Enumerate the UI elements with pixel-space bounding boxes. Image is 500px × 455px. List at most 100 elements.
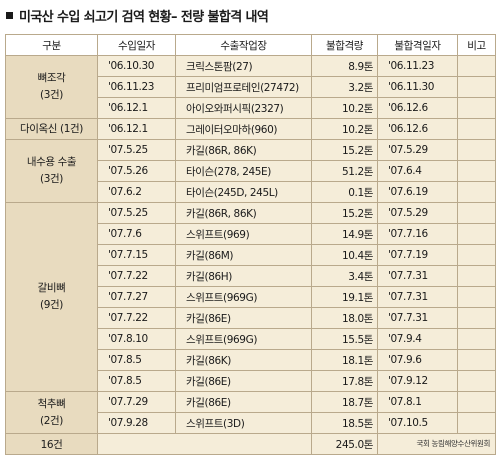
category-cell: 척추뼈 (2건) xyxy=(5,391,98,434)
total-label: 16건 xyxy=(5,433,98,455)
category-label: 갈비뼈 xyxy=(37,282,66,294)
import-date-cell: '07.7.22 xyxy=(97,265,176,287)
reject-amount-cell: 18.7톤 xyxy=(311,391,378,413)
reject-date-cell: '07.7.31 xyxy=(377,307,458,329)
reject-amount-cell: 8.9톤 xyxy=(311,55,378,77)
note-cell xyxy=(457,244,496,266)
category-label: (2건) xyxy=(40,414,63,427)
reject-amount-cell: 18.5톤 xyxy=(311,412,378,434)
reject-amount-cell: 14.9톤 xyxy=(311,223,378,245)
export-plant-cell: 카길(86H) xyxy=(175,265,312,287)
reject-date-cell: '07.9.12 xyxy=(377,370,458,392)
note-cell xyxy=(457,181,496,203)
import-date-cell: '07.5.26 xyxy=(97,160,176,182)
export-plant-cell: 스위프트(969G) xyxy=(175,328,312,350)
category-label: 내수용 수출 xyxy=(26,156,77,168)
reject-amount-cell: 0.1톤 xyxy=(311,181,378,203)
import-date-cell: '07.7.27 xyxy=(97,286,176,308)
reject-date-cell: '07.7.31 xyxy=(377,265,458,287)
note-cell xyxy=(457,286,496,308)
table-row: '07.8.5 카길(86E) 17.8톤 '07.9.12 xyxy=(6,370,496,392)
note-cell xyxy=(457,223,496,245)
export-plant-cell: 타이슨(278, 245E) xyxy=(175,160,312,182)
export-plant-cell: 카길(86E) xyxy=(175,307,312,329)
note-cell xyxy=(457,412,496,434)
reject-date-cell: '07.9.4 xyxy=(377,328,458,350)
reject-amount-cell: 10.2톤 xyxy=(311,118,378,140)
import-date-cell: '07.7.29 xyxy=(97,391,176,413)
export-plant-cell: 크릭스톤팜(27) xyxy=(175,55,312,77)
total-empty-cell xyxy=(97,433,312,455)
table-row: '07.8.10 스위프트(969G) 15.5톤 '07.9.4 xyxy=(6,328,496,350)
reject-date-cell: '07.9.6 xyxy=(377,349,458,371)
note-cell xyxy=(457,328,496,350)
inspection-table-container: 구분 수입일자 수출작업장 불합격량 불합격일자 비고 뼈조각 (3건) '06.1… xyxy=(5,34,496,455)
note-cell xyxy=(457,160,496,182)
export-plant-cell: 그레이터오마하(960) xyxy=(175,118,312,140)
import-date-cell: '07.7.22 xyxy=(97,307,176,329)
reject-amount-cell: 17.8톤 xyxy=(311,370,378,392)
reject-date-cell: '07.7.16 xyxy=(377,223,458,245)
export-plant-cell: 카길(86M) xyxy=(175,244,312,266)
category-label: (3건) xyxy=(40,89,63,101)
reject-date-cell: '06.11.30 xyxy=(377,76,458,98)
export-plant-cell: 카길(86K) xyxy=(175,349,312,371)
inspection-table: 구분 수입일자 수출작업장 불합격량 불합격일자 비고 뼈조각 (3건) '06.1… xyxy=(5,34,496,455)
export-plant-cell: 아이오와퍼시픽(2327) xyxy=(175,97,312,119)
note-cell xyxy=(457,307,496,329)
category-label: 다이옥신 (1건) xyxy=(20,122,83,135)
note-cell xyxy=(457,139,496,161)
table-row: '06.11.23 프리미엄프로테인(27472) 3.2톤 '06.11.30 xyxy=(6,76,496,98)
reject-date-cell: '07.5.29 xyxy=(377,139,458,161)
reject-date-cell: '07.5.29 xyxy=(377,202,458,224)
reject-date-cell: '07.6.4 xyxy=(377,160,458,182)
export-plant-cell: 스위프트(969G) xyxy=(175,286,312,308)
note-cell xyxy=(457,349,496,371)
table-row: 내수용 수출 (3건) '07.5.25 카길(86R, 86K) 15.2톤 '07.5… xyxy=(5,139,496,203)
reject-date-cell: '07.8.1 xyxy=(377,391,458,413)
import-date-cell: '07.5.25 xyxy=(97,139,176,161)
header-import-date: 수입일자 xyxy=(97,34,176,56)
reject-amount-cell: 3.4톤 xyxy=(311,265,378,287)
import-date-cell: '07.8.10 xyxy=(97,328,176,350)
table-row: 척추뼈 (2건) '07.7.29 카길(86E) 18.7톤 '07.8.1 xyxy=(5,391,496,434)
import-date-cell: '07.7.6 xyxy=(97,223,176,245)
note-cell xyxy=(457,370,496,392)
import-date-cell: '07.8.5 xyxy=(97,349,176,371)
table-row: 갈비뼈 (9건) '07.5.25 카길(86R, 86K) 15.2톤 '07.5.29 xyxy=(5,202,496,392)
note-cell xyxy=(457,55,496,77)
page-title: 미국산 수입 쇠고기 검역 현황– 전량 불합격 내역 xyxy=(6,4,269,26)
reject-date-cell: '07.7.31 xyxy=(377,286,458,308)
header-category: 구분 xyxy=(5,34,98,56)
note-cell xyxy=(457,265,496,287)
reject-amount-cell: 18.0톤 xyxy=(311,307,378,329)
note-cell xyxy=(457,391,496,413)
category-cell: 갈비뼈 (9건) xyxy=(5,202,98,392)
import-date-cell: '07.8.5 xyxy=(97,370,176,392)
export-plant-cell: 스위프트(969) xyxy=(175,223,312,245)
table-row: '07.7.22 카길(86E) 18.0톤 '07.7.31 xyxy=(6,307,496,329)
import-date-cell: '06.12.1 xyxy=(97,118,176,140)
table-row: '07.7.22 카길(86H) 3.4톤 '07.7.31 xyxy=(6,265,496,287)
import-date-cell: '07.6.2 xyxy=(97,181,176,203)
reject-amount-cell: 15.2톤 xyxy=(311,202,378,224)
reject-amount-cell: 19.1톤 xyxy=(311,286,378,308)
export-plant-cell: 스위프트(3D) xyxy=(175,412,312,434)
category-cell: 뼈조각 (3건) xyxy=(5,55,98,119)
table-row: 뼈조각 (3건) '06.10.30 크릭스톤팜(27) 8.9톤 '06.11.23 xyxy=(5,55,496,119)
table-row: '07.5.26 타이슨(278, 245E) 51.2톤 '07.6.4 xyxy=(6,160,496,182)
reject-amount-cell: 18.1톤 xyxy=(311,349,378,371)
header-note: 비고 xyxy=(457,34,496,56)
category-label: 뼈조각 xyxy=(37,72,66,84)
category-cell: 다이옥신 (1건) xyxy=(5,118,98,140)
table-row: '07.9.28 스위프트(3D) 18.5톤 '07.10.5 xyxy=(6,412,496,434)
reject-date-cell: '06.11.23 xyxy=(377,55,458,77)
table-row: '07.7.27 스위프트(969G) 19.1톤 '07.7.31 xyxy=(6,286,496,308)
table-row: 다이옥신 (1건) '06.12.1 그레이터오마하(960) 10.2톤 '06.12… xyxy=(5,118,496,140)
import-date-cell: '06.11.23 xyxy=(97,76,176,98)
header-reject-amount: 불합격량 xyxy=(311,34,378,56)
reject-amount-cell: 15.5톤 xyxy=(311,328,378,350)
category-label: 척추뼈 xyxy=(37,397,66,410)
reject-amount-cell: 15.2톤 xyxy=(311,139,378,161)
title-text: 미국산 수입 쇠고기 검역 현황– 전량 불합격 내역 xyxy=(19,9,269,25)
